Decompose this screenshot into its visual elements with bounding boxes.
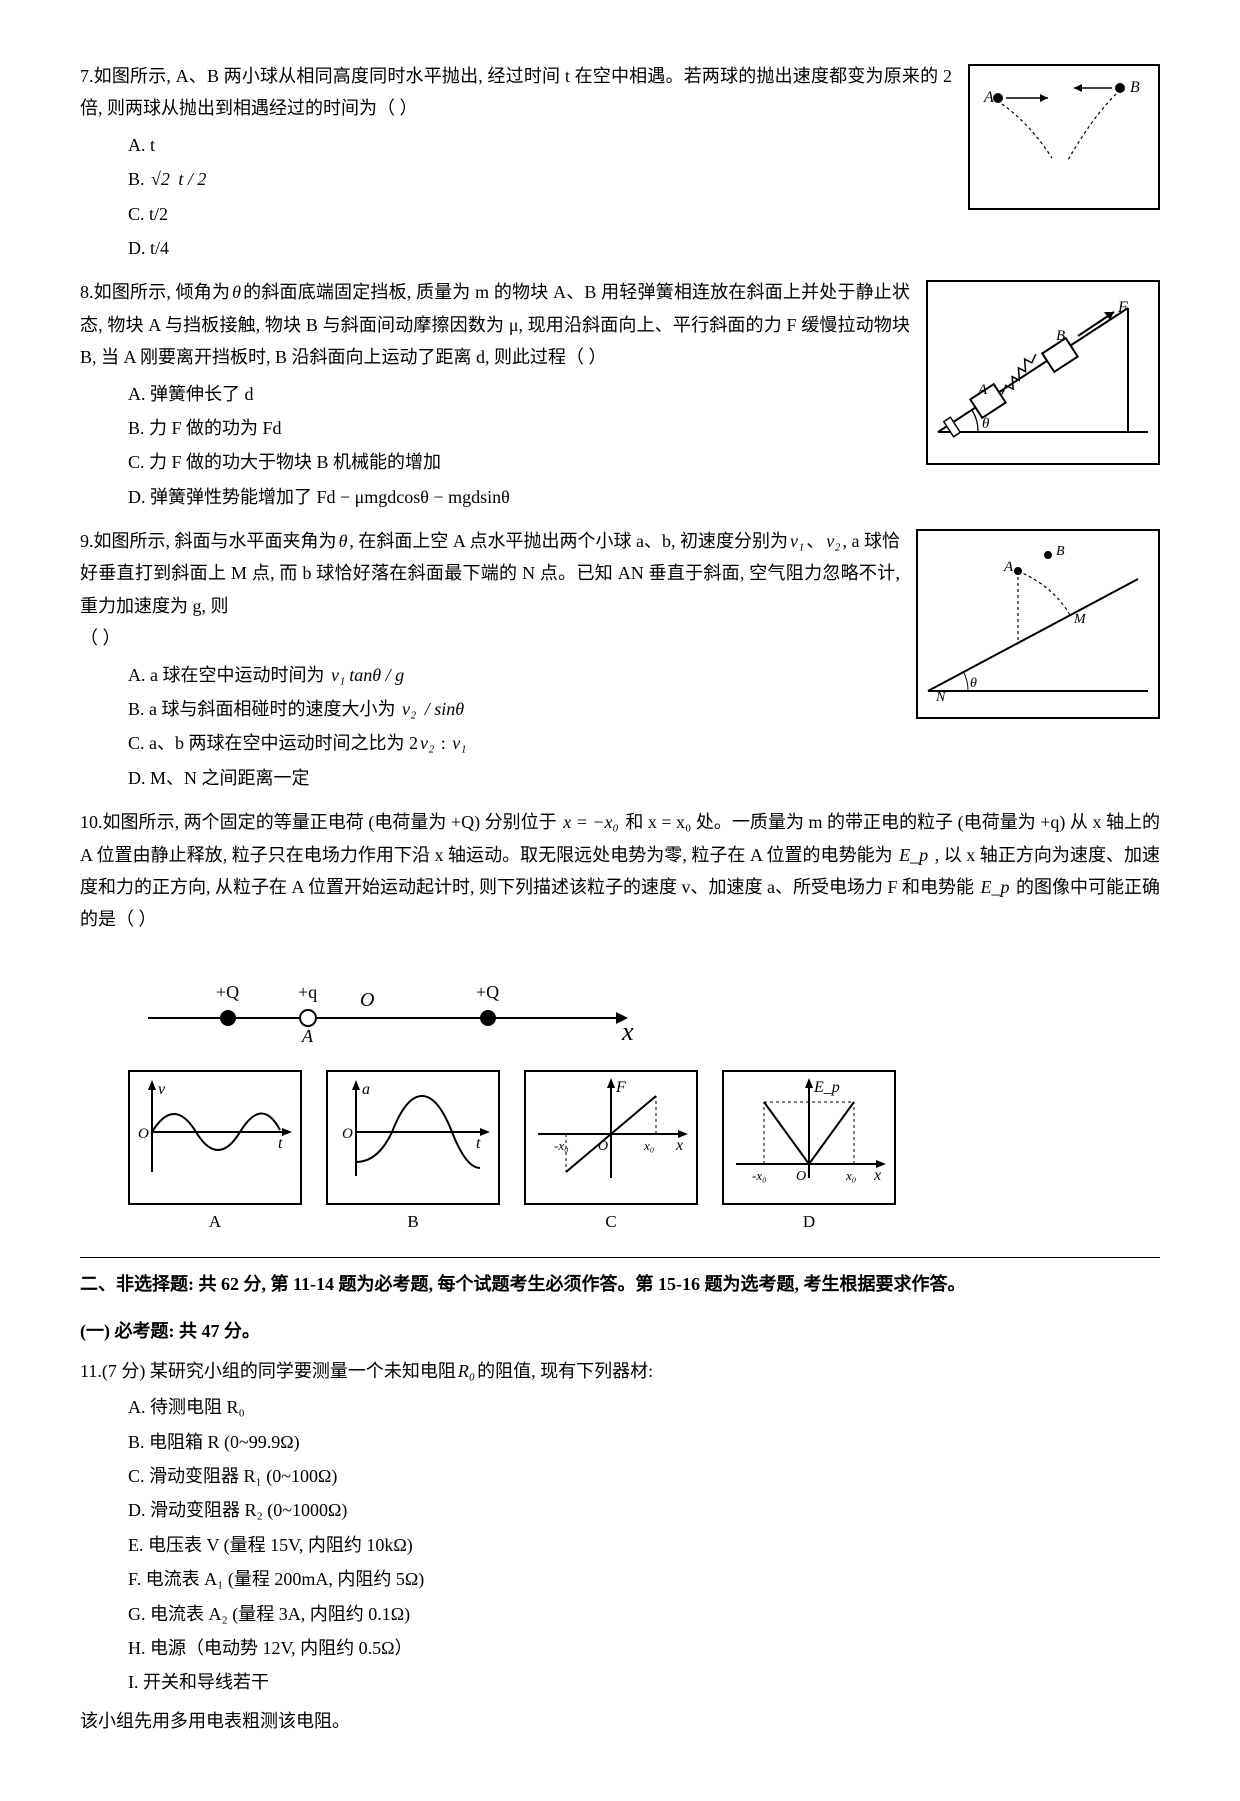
svg-text:x: x — [675, 1137, 683, 1154]
svg-text:x: x — [873, 1167, 881, 1184]
q11-item-g: G. 电流表 A₂ (量程 3A, 内阻约 0.1Ω) — [128, 1598, 1160, 1630]
q11-item-i: I. 开关和导线若干 — [128, 1666, 1160, 1698]
q9-choice-d: D. M、N 之间距离一定 — [128, 762, 1160, 794]
svg-text:B: B — [1056, 544, 1065, 559]
q11-items: A. 待测电阻 R₀ B. 电阻箱 R (0~99.9Ω) C. 滑动变阻器 R… — [80, 1391, 1160, 1699]
figure-q7-svg: A B — [970, 66, 1158, 198]
svg-text:x: x — [621, 1017, 634, 1046]
svg-text:B: B — [1056, 328, 1065, 344]
figure-q10-c: F x O -x₀ x₀ C — [524, 1070, 698, 1237]
svg-text:O: O — [796, 1169, 806, 1184]
q11-item-e: E. 电压表 V (量程 15V, 内阻约 10kΩ) — [128, 1529, 1160, 1561]
svg-text:x₀: x₀ — [845, 1168, 856, 1183]
q11-item-h: H. 电源（电动势 12V, 内阻约 0.5Ω） — [128, 1632, 1160, 1664]
q11-item-c: C. 滑动变阻器 R₁ (0~100Ω) — [128, 1460, 1160, 1492]
svg-text:x₀: x₀ — [643, 1138, 654, 1153]
svg-text:O: O — [138, 1126, 149, 1142]
q11-item-a: A. 待测电阻 R₀ — [128, 1391, 1160, 1423]
figure-q10-axis: x +Q +q A O +Q — [80, 944, 1160, 1064]
figure-q10-b: O a t B — [326, 1070, 500, 1237]
figure-q10-axis-svg: x +Q +q A O +Q — [128, 944, 648, 1054]
q11-item-b: B. 电阻箱 R (0~99.9Ω) — [128, 1426, 1160, 1458]
svg-text:F: F — [1117, 299, 1128, 316]
q8-choice-d: D. 弹簧弹性势能增加了 Fd − μmgdcosθ − mgdsinθ — [128, 481, 1160, 513]
svg-text:+Q: +Q — [216, 982, 239, 1002]
svg-text:v: v — [158, 1081, 166, 1098]
svg-text:B: B — [1130, 79, 1140, 96]
figure-q9: θ A M B N — [916, 529, 1160, 719]
svg-text:A: A — [977, 382, 988, 398]
figure-q7: A B — [968, 64, 1160, 210]
section-divider — [80, 1257, 1160, 1258]
svg-text:M: M — [1073, 612, 1087, 627]
svg-text:a: a — [362, 1081, 370, 1098]
figure-q8-svg: θ A B F — [928, 282, 1158, 452]
svg-text:t: t — [476, 1135, 481, 1152]
q9-choice-c: C. a、b 两球在空中运动时间之比为 2v₂ : v₁ — [128, 727, 1160, 759]
svg-text:+q: +q — [298, 982, 317, 1002]
svg-text:+Q: +Q — [476, 982, 499, 1002]
q11-stem: 11.(7 分) 某研究小组的同学要测量一个未知电阻R₀的阻值, 现有下列器材: — [80, 1355, 1160, 1387]
svg-text:A: A — [983, 89, 994, 106]
question-10: 10.如图所示, 两个固定的等量正电荷 (电荷量为 +Q) 分别位于 x = −… — [80, 806, 1160, 1237]
figure-q9-svg: θ A M B N — [918, 531, 1158, 707]
svg-text:A: A — [1003, 559, 1014, 575]
svg-text:O: O — [360, 989, 374, 1011]
q11-item-d: D. 滑动变阻器 R₂ (0~1000Ω) — [128, 1494, 1160, 1526]
svg-text:A: A — [301, 1026, 314, 1046]
figure-q10-d: E_p x O -x₀ x₀ D — [722, 1070, 896, 1237]
svg-text:N: N — [935, 690, 946, 705]
figure-q8: θ A B F — [926, 280, 1160, 464]
q11-item-f: F. 电流表 A₁ (量程 200mA, 内阻约 5Ω) — [128, 1563, 1160, 1595]
question-11: 11.(7 分) 某研究小组的同学要测量一个未知电阻R₀的阻值, 现有下列器材:… — [80, 1355, 1160, 1737]
svg-text:θ: θ — [970, 676, 977, 691]
svg-text:t: t — [278, 1135, 283, 1152]
svg-text:F: F — [615, 1079, 626, 1096]
q7-choice-d: D. t/4 — [128, 232, 1160, 264]
partII-heading: 二、非选择题: 共 62 分, 第 11-14 题为必考题, 每个试题考生必须作… — [80, 1268, 1160, 1300]
figure-q10-options: O v t A O a t — [80, 1070, 1160, 1237]
q11-tail: 该小组先用多用电表粗测该电阻。 — [80, 1705, 1160, 1737]
question-9: θ A M B N 9.如图所示, 斜面与水平面夹角为θ, 在斜面上空 A 点水… — [80, 525, 1160, 796]
svg-text:E_p: E_p — [813, 1079, 840, 1096]
partII-sub: (一) 必考题: 共 47 分。 — [80, 1315, 1160, 1347]
svg-text:O: O — [342, 1126, 353, 1142]
svg-text:-x₀: -x₀ — [752, 1168, 767, 1183]
question-7: A B 7.如图所示, A、B 两小球从相同高度同时水平抛出, 经过时间 t 在… — [80, 60, 1160, 266]
figure-q10-a: O v t A — [128, 1070, 302, 1237]
question-8: θ A B F 8.如图所示, 倾角为θ的斜面底端固定挡板, 质量为 m 的物块… — [80, 276, 1160, 515]
q10-stem: 10.如图所示, 两个固定的等量正电荷 (电荷量为 +Q) 分别位于 x = −… — [80, 806, 1160, 936]
